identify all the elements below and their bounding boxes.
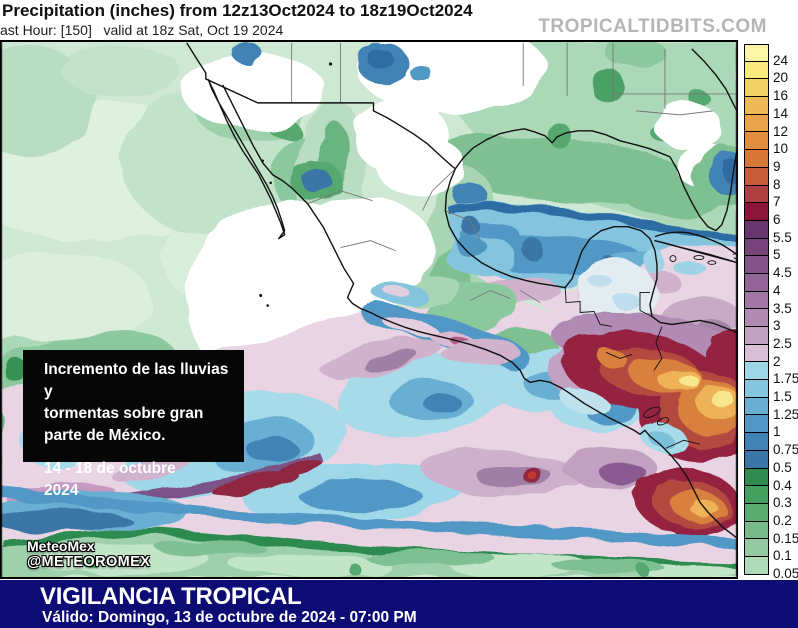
colorbar-cell <box>744 327 769 345</box>
colorbar-cell <box>744 291 769 310</box>
footer-title: VIGILANCIA TROPICAL <box>40 583 302 610</box>
colorbar-label: 5 <box>773 247 781 263</box>
colorbar-cell <box>744 433 769 451</box>
colorbar-label: 3.5 <box>773 300 792 316</box>
colorbar-cell <box>744 503 769 522</box>
colorbar-cell <box>744 97 769 115</box>
colorbar-label: 20 <box>773 70 789 86</box>
colorbar-cell <box>744 415 769 434</box>
colorbar-cell <box>744 132 769 151</box>
colorbar-cell <box>744 220 769 239</box>
colorbar-label: 0.2 <box>773 512 792 528</box>
colorbar-label: 0.4 <box>773 477 792 493</box>
state-borders <box>291 42 737 303</box>
precip-scale-labels: 24 20 16 14 12 10 9 8 7 6 5.5 5 4.5 4 3.5 3 2.5 2 1.75 1.5 1… <box>773 44 798 584</box>
colorbar-cell <box>744 61 769 80</box>
colorbar-cell <box>744 79 769 98</box>
colorbar-label: 1 <box>773 424 781 440</box>
colorbar-label: 0.1 <box>773 548 792 564</box>
colorbar-label: 0.15 <box>773 530 798 546</box>
colorbar-label: 1.25 <box>773 406 798 422</box>
colorbar-cell <box>744 521 769 540</box>
colorbar-label: 12 <box>773 123 789 139</box>
colorbar-cell <box>744 238 769 257</box>
colorbar-label: 10 <box>773 141 789 157</box>
footer-banner: VIGILANCIA TROPICAL Válido: Domingo, 13 … <box>0 580 798 628</box>
colorbar-cell <box>744 167 769 186</box>
colorbar-label: 0.5 <box>773 459 792 475</box>
colorbar-cell <box>744 468 769 487</box>
coastlines <box>186 42 737 539</box>
colorbar-label: 16 <box>773 88 789 104</box>
precip-color-scale <box>744 44 769 575</box>
colorbar-cell <box>744 309 769 327</box>
forecast-hour-label: ast Hour: [150] valid at 18z Sat, Oct 19… <box>0 22 284 38</box>
colorbar-label: 24 <box>773 52 789 68</box>
colorbar-cell <box>744 256 769 274</box>
site-watermark: TROPICALTIDBITS.COM <box>538 16 767 37</box>
colorbar-label: 4.5 <box>773 265 792 281</box>
colorbar-cell <box>744 450 769 469</box>
annotation-year: 2024 <box>44 482 79 499</box>
colorbar-cell <box>744 203 769 221</box>
colorbar-label: 2.5 <box>773 335 792 351</box>
annotation-line: Incremento de las lluvias y <box>44 361 229 400</box>
annotation-line: tormentas sobre gran <box>44 405 204 422</box>
colorbar-label: 3 <box>773 318 781 334</box>
colorbar-cell <box>744 486 769 504</box>
colorbar-label: 0.3 <box>773 495 792 511</box>
colorbar-label: 14 <box>773 105 789 121</box>
colorbar-cell <box>744 397 769 416</box>
colorbar-cell <box>744 185 769 204</box>
colorbar-label: 7 <box>773 194 781 210</box>
colorbar-label: 0.75 <box>773 442 798 458</box>
credits: MeteoMex @METEOROMEX <box>27 538 150 570</box>
colorbar-cell <box>744 362 769 381</box>
colorbar-label: 8 <box>773 176 781 192</box>
colorbar-cell <box>744 556 769 575</box>
page-title: Precipitation (inches) from 12z13Oct2024… <box>2 1 473 20</box>
colorbar-cell <box>744 273 769 292</box>
colorbar-label: 1.75 <box>773 371 798 387</box>
colorbar-label: 4 <box>773 282 781 298</box>
colorbar-label: 2 <box>773 353 781 369</box>
colorbar-label: 9 <box>773 158 781 174</box>
annotation-box: Incremento de las lluvias y tormentas so… <box>23 350 244 499</box>
colorbar-label: 6 <box>773 212 781 227</box>
colorbar-cell <box>744 539 769 557</box>
credit-name: MeteoMex <box>27 538 95 554</box>
colorbar-label: 5.5 <box>773 229 792 245</box>
footer-valid-time: Válido: Domingo, 13 de octubre de 2024 -… <box>42 609 417 626</box>
colorbar-cell <box>744 380 769 398</box>
colorbar-cell <box>744 344 769 363</box>
colorbar-label: 1.5 <box>773 389 792 404</box>
annotation-dates: 14 - 18 de octubre <box>44 460 176 477</box>
colorbar-cell <box>744 150 769 168</box>
annotation-line: parte de México. <box>44 427 166 444</box>
colorbar-label: 0.05 <box>773 566 798 581</box>
colorbar-cell <box>744 114 769 133</box>
colorbar-cell <box>744 44 769 62</box>
credit-handle: @METEOROMEX <box>27 554 151 570</box>
